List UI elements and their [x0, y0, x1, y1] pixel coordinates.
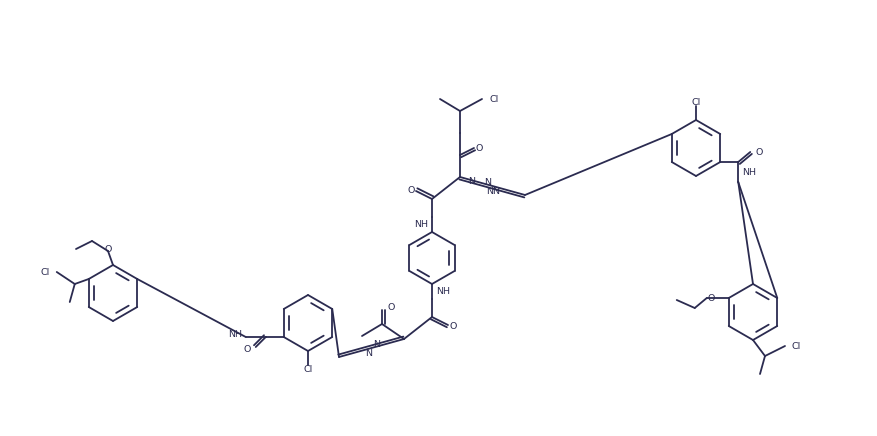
Text: N: N	[487, 187, 494, 195]
Text: N: N	[492, 187, 499, 195]
Text: O: O	[449, 321, 457, 330]
Text: O: O	[755, 147, 763, 157]
Text: NH: NH	[228, 330, 242, 338]
Text: NH: NH	[742, 167, 756, 177]
Text: O: O	[707, 293, 715, 303]
Text: O: O	[104, 245, 111, 253]
Text: Cl: Cl	[489, 95, 498, 103]
Text: Cl: Cl	[792, 341, 802, 351]
Text: O: O	[407, 185, 415, 194]
Text: NH: NH	[414, 220, 428, 229]
Text: N: N	[468, 177, 475, 185]
Text: O: O	[475, 143, 482, 153]
Text: N: N	[365, 348, 372, 358]
Text: N: N	[373, 340, 380, 348]
Text: O: O	[387, 303, 395, 311]
Text: Cl: Cl	[691, 98, 701, 106]
Text: Cl: Cl	[40, 268, 50, 276]
Text: NH: NH	[436, 287, 450, 296]
Text: N: N	[484, 177, 491, 187]
Text: Cl: Cl	[303, 364, 312, 374]
Text: O: O	[244, 344, 251, 354]
